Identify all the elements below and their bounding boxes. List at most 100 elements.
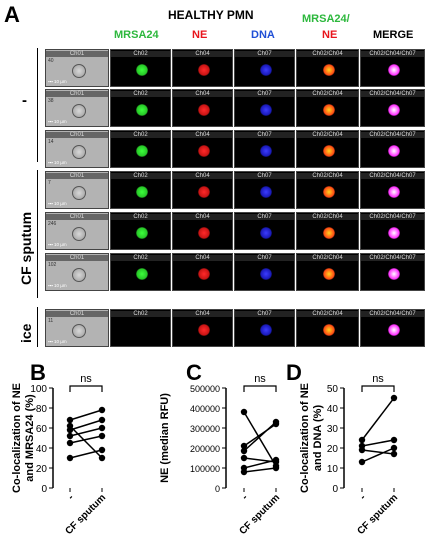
scale-bar-label: ▪▪▪ 10 µm (48, 119, 67, 124)
event-number: 38 (48, 98, 54, 104)
cell-image (197, 104, 210, 116)
cell-image (72, 104, 86, 118)
chart-c: 0 100000 200000 300000 400000 500000 NE (media… (159, 373, 282, 537)
image-tile: Ch04 (172, 49, 233, 87)
significance-bracket (243, 385, 277, 392)
channel-label: Ch07 (235, 214, 294, 220)
column-header-mrsa24-ne-top: MRSA24/ (302, 13, 350, 25)
cell-image (197, 186, 210, 198)
image-tile: Ch02/Ch04 (296, 253, 359, 291)
channel-label: Ch02/Ch04 (297, 214, 358, 220)
pair-line (361, 439, 395, 447)
cell-image (72, 227, 86, 241)
panel-letter-a: A (4, 2, 20, 27)
image-tile: Ch02/Ch04 (296, 49, 359, 87)
cell-image (387, 145, 400, 157)
channel-label: Ch01 (46, 255, 108, 261)
pair-line (69, 449, 103, 459)
data-point (66, 422, 74, 430)
scale-bar-label: ▪▪▪ 10 µm (48, 201, 67, 206)
image-tile: Ch02 (110, 309, 171, 347)
data-point (240, 454, 248, 462)
channel-label: Ch02/Ch04 (297, 51, 358, 57)
cell-image (72, 324, 86, 338)
channel-label: Ch07 (235, 255, 294, 261)
y-axis-label: Co-localization of NEand MRSA24 (%) (11, 383, 36, 493)
channel-label: Ch07 (235, 173, 294, 179)
data-point (358, 446, 366, 454)
cell-image (322, 145, 335, 157)
cell-image (259, 145, 272, 157)
cell-image (72, 268, 86, 282)
channel-label: Ch02/Ch04/Ch07 (361, 311, 424, 317)
image-tile: Ch02/Ch04 (296, 171, 359, 209)
data-point (66, 432, 74, 440)
panel-letter-d: D (286, 360, 302, 385)
event-number: 40 (48, 58, 54, 64)
y-tick-label: 10 (327, 464, 339, 475)
y-tick-label: 300000 (190, 424, 220, 434)
image-tile: Ch07 (234, 212, 295, 250)
image-tile: Ch02 (110, 212, 171, 250)
scale-bar-label: ▪▪▪ 10 µm (48, 242, 67, 247)
image-tile: Ch02/Ch04/Ch07 (360, 309, 425, 347)
pair-line (69, 419, 103, 431)
cell-image (72, 64, 86, 78)
cell-image (387, 64, 400, 76)
significance-bracket (361, 385, 395, 392)
x-tick-label: - (66, 492, 76, 502)
image-tile: Ch02/Ch04 (296, 89, 359, 127)
scale-bar-label: ▪▪▪ 10 µm (48, 79, 67, 84)
y-axis-label: Co-localization of NEand DNA (%) (299, 383, 324, 493)
panel-letter-c: C (186, 360, 202, 385)
channel-label: Ch02/Ch04/Ch07 (361, 91, 424, 97)
group-bracket-untreated (37, 48, 38, 162)
image-tile: Ch02/Ch04 (296, 212, 359, 250)
image-tile: Ch04 (172, 171, 233, 209)
cell-image (135, 145, 148, 157)
group-label-ice: ice (18, 323, 34, 343)
cell-image (322, 227, 335, 239)
column-header-mrsa24: MRSA24 (114, 29, 159, 41)
pair-line (69, 435, 103, 444)
group-label-cf-sputum: CF sputum (18, 211, 34, 285)
column-header-ne: NE (192, 29, 208, 41)
cell-image (135, 186, 148, 198)
data-point (240, 442, 248, 450)
data-point (390, 450, 398, 458)
channel-label: Ch01 (46, 173, 108, 179)
pair-line (361, 397, 395, 441)
event-number: 246 (48, 221, 57, 227)
image-tile: Ch02/Ch04/Ch07 (360, 49, 425, 87)
image-tile: Ch01 14 ▪▪▪ 10 µm (45, 130, 109, 168)
cell-image (135, 104, 148, 116)
image-tile: Ch01 102 ▪▪▪ 10 µm (45, 253, 109, 291)
cell-image (72, 145, 86, 159)
pair-line (69, 427, 103, 437)
data-point (98, 432, 106, 440)
data-point (66, 454, 74, 462)
channel-label: Ch02/Ch04/Ch07 (361, 132, 424, 138)
x-tick-label: - (358, 492, 368, 502)
image-tile: Ch01 7 ▪▪▪ 10 µm (45, 171, 109, 209)
significance-label: ns (80, 373, 92, 385)
image-tile: Ch04 (172, 130, 233, 168)
channel-label: Ch02/Ch04 (297, 132, 358, 138)
cell-image (387, 104, 400, 116)
cell-image (197, 227, 210, 239)
channel-label: Ch02/Ch04/Ch07 (361, 51, 424, 57)
cell-image (259, 227, 272, 239)
pair-line (243, 459, 277, 469)
data-point (66, 439, 74, 447)
image-tile: Ch02 (110, 171, 171, 209)
image-tile: Ch07 (234, 253, 295, 291)
y-tick-label: 0 (215, 484, 220, 494)
image-tile: Ch02 (110, 89, 171, 127)
image-tile: Ch07 (234, 309, 295, 347)
y-tick-label: 30 (327, 424, 339, 435)
cell-image (387, 268, 400, 280)
scale-bar-label: ▪▪▪ 10 µm (48, 283, 67, 288)
pair-line (361, 447, 395, 463)
image-tile: Ch01 246 ▪▪▪ 10 µm (45, 212, 109, 250)
